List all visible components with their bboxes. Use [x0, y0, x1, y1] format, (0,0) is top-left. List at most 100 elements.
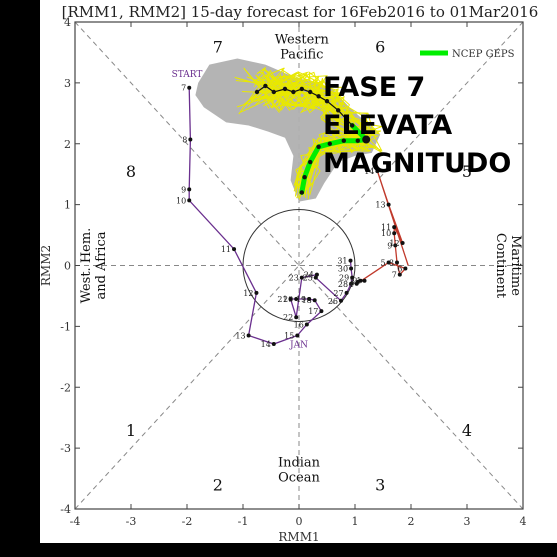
red-point [354, 281, 359, 286]
phase-number-3: 3 [375, 476, 385, 495]
purple-point [313, 275, 318, 280]
y-tick-label: 1 [64, 199, 71, 212]
ensemble-member-track [236, 70, 370, 188]
purple-point [314, 272, 319, 277]
purple-point [187, 187, 192, 192]
red-point [362, 278, 367, 283]
purple-point-label: 18 [301, 296, 311, 305]
red-point [397, 272, 402, 277]
phase-number-5: 5 [462, 162, 472, 181]
phase-number-1: 1 [126, 421, 136, 440]
mean-point [341, 138, 346, 143]
red-point [386, 202, 391, 207]
mean-point [336, 108, 341, 113]
red-point-label: 8 [389, 258, 394, 267]
region-word: Pacific [280, 47, 323, 62]
x-tick-label: 2 [408, 515, 415, 528]
region-word: Indian [278, 455, 321, 470]
region-label-west-hem: West. Hem.and Africa [79, 228, 109, 304]
mean-point [263, 83, 268, 89]
purple-point-label: 23 [289, 274, 299, 283]
region-word: Continent [493, 233, 508, 299]
chart-title: [RMM1, RMM2] 15-day forecast for 16Feb20… [62, 3, 539, 21]
mean-point [362, 135, 371, 144]
red-point [393, 243, 398, 248]
purple-point-label: 22 [283, 313, 293, 322]
ensemble-mean [254, 83, 371, 195]
purple-point-label: 7 [181, 84, 186, 93]
red-point [386, 260, 391, 265]
overlay-line-1: FASE 7 [323, 72, 425, 103]
red-point [400, 240, 405, 245]
purple-point [288, 296, 293, 301]
purple-point [187, 85, 192, 90]
phase-number-8: 8 [126, 162, 136, 181]
mean-point [308, 89, 313, 95]
y-tick-label: -1 [60, 320, 71, 333]
purple-point-label: 9 [181, 185, 186, 194]
purple-point [187, 198, 192, 203]
purple-point [350, 275, 355, 280]
y-tick-label: -2 [60, 381, 71, 394]
phase-divider-line [74, 21, 524, 510]
red-point-label: 2 [353, 277, 358, 286]
mean-point [316, 94, 321, 99]
mean-point [308, 159, 313, 165]
purple-point-label: 28 [338, 280, 348, 289]
red-point-label: 10 [381, 229, 391, 238]
ensemble-member-track [271, 86, 370, 194]
purple-point [271, 342, 276, 347]
x-tick-label: -3 [126, 515, 137, 528]
mean-point [302, 175, 307, 180]
purple-point-label: 17 [308, 307, 318, 316]
x-tick-label: 0 [296, 515, 303, 528]
purple-point [319, 309, 324, 314]
purple-point-label: 15 [284, 332, 294, 341]
y-tick-label: -3 [60, 442, 71, 455]
purple-point-label: 20 [283, 295, 293, 304]
red-point-label: 4 [349, 280, 354, 289]
x-tick-label: 4 [520, 515, 527, 528]
red-point-label: 12 [389, 239, 399, 248]
region-label-maritime-continent: MaritimeContinent [493, 233, 523, 299]
purple-point [299, 275, 304, 280]
region-word: Western [275, 32, 330, 47]
y-tick-label: 0 [64, 260, 71, 273]
purple-point-label: 27 [333, 289, 343, 298]
y-tick-label: 4 [64, 16, 71, 29]
purple-point-label: 12 [243, 289, 253, 298]
mean-point [299, 86, 304, 92]
ensemble-member-track [235, 78, 368, 199]
region-label-indian-ocean: Indian Ocean [278, 455, 321, 485]
x-tick-label: -1 [238, 515, 249, 528]
purple-point-label: 21 [277, 295, 287, 304]
phase-number-2: 2 [213, 476, 223, 495]
region-label-western-pacific: Western Pacific [275, 32, 330, 62]
ensemble-member-track [260, 74, 367, 187]
red-point-label: 13 [375, 201, 385, 210]
purple-point-label: 25 [303, 274, 313, 283]
legend-label: NCEP GEPS [452, 49, 515, 60]
purple-point-label: 31 [337, 257, 347, 266]
mean-point [355, 138, 360, 143]
purple-point [246, 333, 251, 338]
purple-point-label: 29 [339, 274, 349, 283]
start-label: START [172, 70, 203, 80]
y-axis-label: RMM2 [39, 245, 53, 286]
mean-point [291, 89, 296, 95]
jan-label: JAN [289, 341, 308, 351]
purple-point [304, 322, 309, 327]
red-point [392, 225, 397, 230]
purple-point-label: 30 [338, 265, 348, 274]
red-point-label: 9 [387, 241, 392, 250]
x-tick-label: -4 [70, 515, 81, 528]
purple-point-label: 19 [296, 295, 306, 304]
purple-point-label: 11 [221, 245, 231, 254]
red-point-label: 7 [392, 271, 397, 280]
purple-point-label: 16 [294, 321, 304, 330]
y-tick-label: -4 [60, 503, 71, 516]
red-point [395, 260, 399, 265]
